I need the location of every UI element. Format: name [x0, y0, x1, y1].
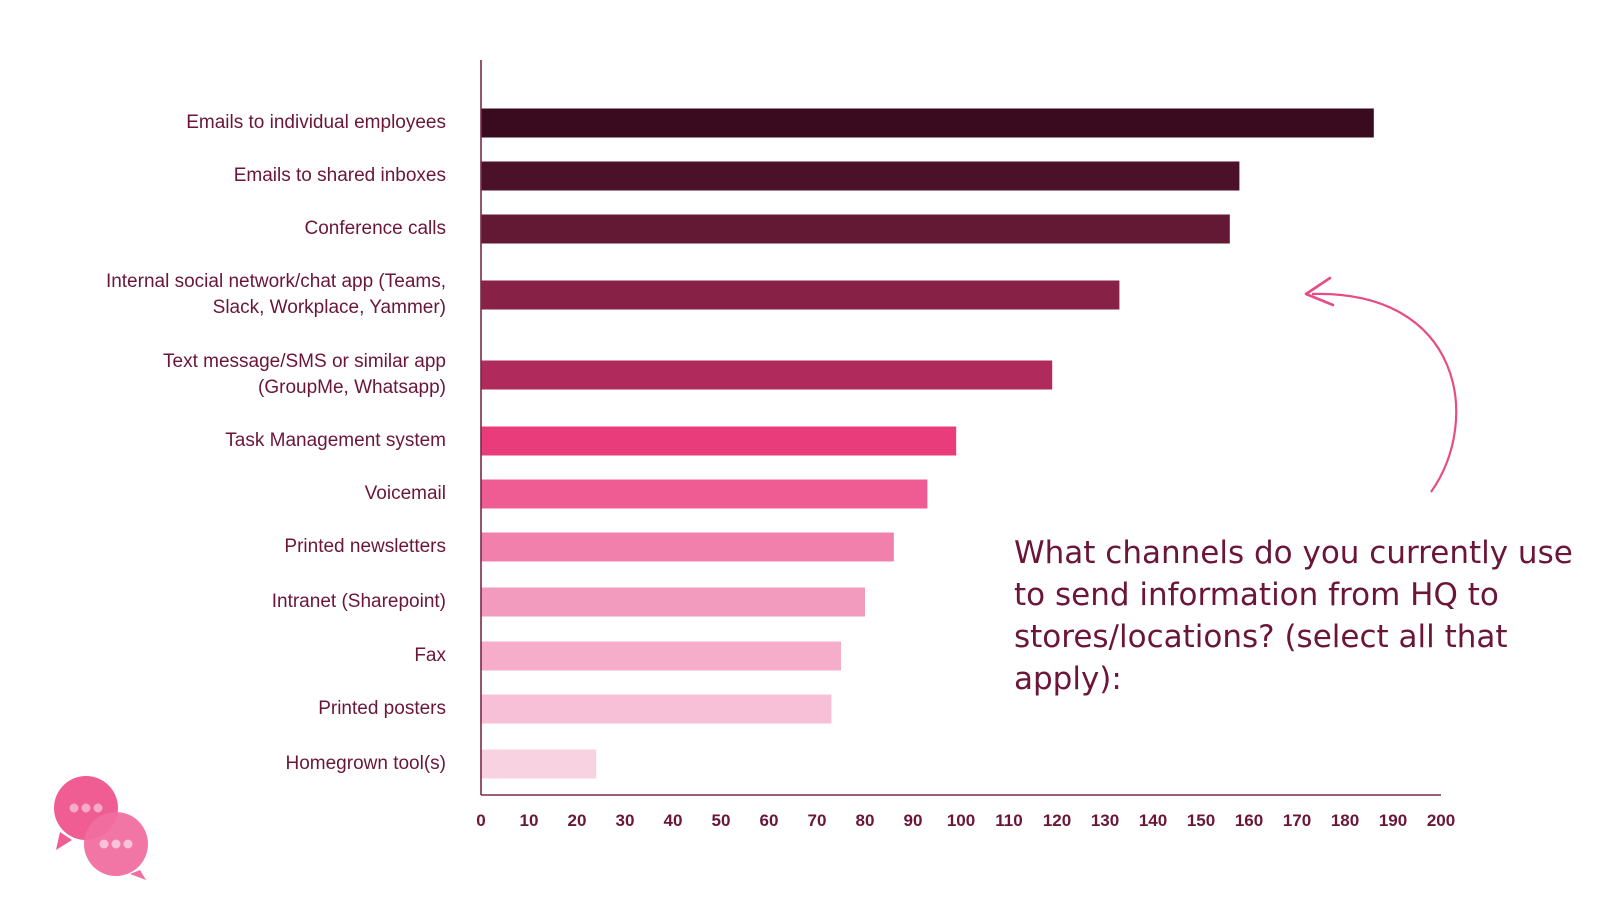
x-tick-label: 20: [568, 811, 587, 830]
category-label: Slack, Workplace, Yammer): [213, 297, 446, 318]
x-tick-label: 60: [760, 811, 779, 830]
category-label: Intranet (Sharepoint): [272, 591, 446, 612]
category-label: Printed posters: [318, 698, 446, 719]
category-label: Emails to individual employees: [186, 112, 446, 133]
bar-7: [481, 532, 894, 562]
bar-11: [481, 749, 597, 779]
category-label: Voicemail: [365, 483, 446, 504]
x-tick-label: 0: [476, 811, 485, 830]
category-label: Text message/SMS or similar app: [163, 351, 446, 372]
x-tick-label: 130: [1091, 811, 1119, 830]
x-tick-label: 80: [856, 811, 875, 830]
x-tick-label: 40: [664, 811, 683, 830]
bar-0: [481, 108, 1374, 138]
x-tick-label: 170: [1283, 811, 1311, 830]
x-tick-label: 90: [904, 811, 923, 830]
x-tick-label: 70: [808, 811, 827, 830]
survey-question: What channels do you currently use to se…: [1014, 535, 1573, 697]
x-tick-label: 140: [1139, 811, 1167, 830]
bar-9: [481, 641, 841, 671]
x-tick-label: 120: [1043, 811, 1071, 830]
x-tick-label: 100: [947, 811, 975, 830]
bar-10: [481, 694, 832, 724]
bar-1: [481, 161, 1240, 191]
bar-2: [481, 214, 1230, 244]
category-label: Internal social network/chat app (Teams,: [106, 271, 446, 292]
x-tick-label: 50: [712, 811, 731, 830]
bar-5: [481, 426, 957, 456]
curved-arrow: [1304, 276, 1458, 493]
x-tick-label: 10: [520, 811, 539, 830]
chat-bubbles-icon: [54, 776, 148, 880]
x-tick-label: 190: [1379, 811, 1407, 830]
category-label: (GroupMe, Whatsapp): [258, 377, 446, 398]
bar-3: [481, 280, 1120, 310]
x-tick-label: 150: [1187, 811, 1215, 830]
bar-4: [481, 360, 1053, 390]
x-tick-label: 30: [616, 811, 635, 830]
x-tick-label: 110: [995, 811, 1022, 830]
category-label: Fax: [414, 645, 446, 666]
x-tick-label: 180: [1331, 811, 1359, 830]
x-tick-label: 160: [1235, 811, 1263, 830]
bar-8: [481, 587, 865, 617]
x-tick-label: 200: [1427, 811, 1455, 830]
bar-6: [481, 479, 928, 509]
category-label: Conference calls: [304, 218, 446, 239]
category-label: Task Management system: [225, 430, 446, 451]
category-label: Emails to shared inboxes: [234, 165, 446, 186]
category-label: Printed newsletters: [284, 536, 446, 557]
category-label: Homegrown tool(s): [286, 753, 447, 774]
